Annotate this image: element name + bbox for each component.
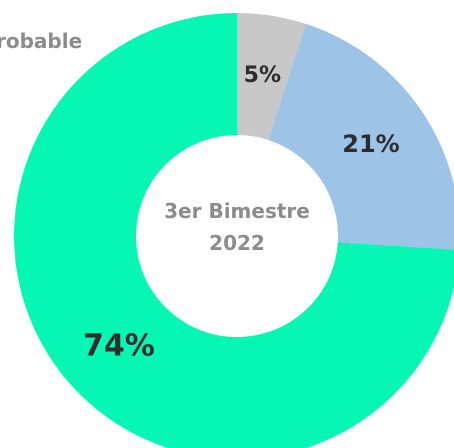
legend-entry: robable [0, 29, 82, 53]
donut-slice-1 [237, 13, 306, 140]
center-subtitle: 2022 [209, 231, 265, 255]
slice-label-3: 74% [83, 328, 155, 363]
slice-label-2: 21% [342, 130, 399, 158]
donut-slice-3 [14, 13, 454, 448]
donut-slice-2 [268, 23, 454, 250]
slice-label-1: 5% [244, 63, 281, 88]
center-title: 3er Bimestre [164, 199, 310, 223]
